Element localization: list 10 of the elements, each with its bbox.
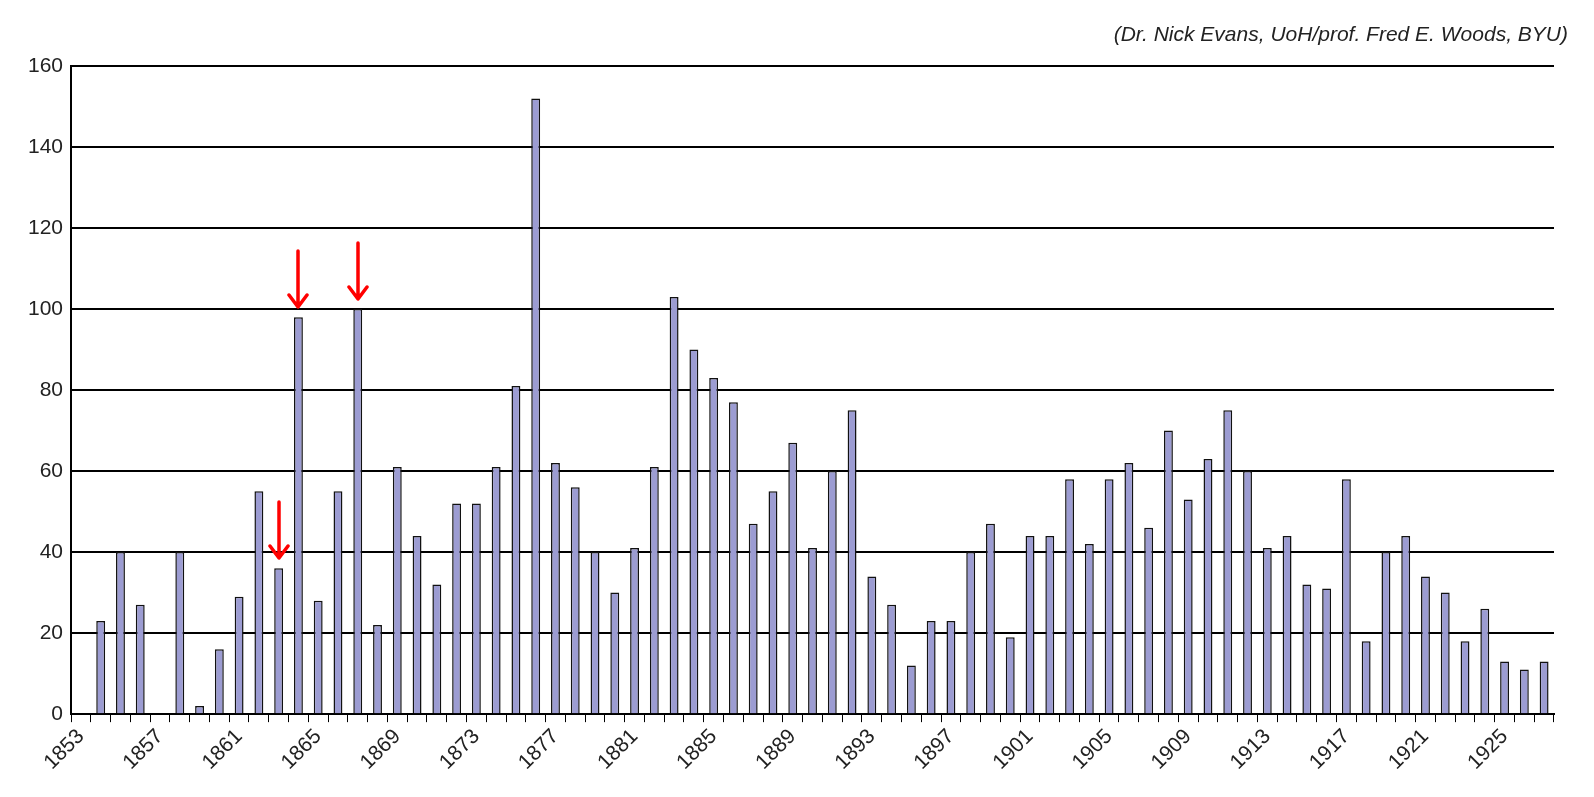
y-tick-label: 60 [39, 457, 64, 481]
text: (Dr. Nick Evans, UoH/prof. Fred E. Woods, BYU) [1113, 22, 1568, 46]
y-tick-label: 100 [27, 295, 64, 319]
y-tick-label: 160 [27, 52, 64, 76]
y-tick-label: 40 [39, 538, 64, 562]
y-tick-label: 120 [27, 214, 64, 238]
y-tick-label: 80 [39, 376, 64, 400]
y-tick-label: 140 [27, 133, 64, 157]
y-tick-label: 20 [39, 619, 64, 643]
y-tick-label: 0 [51, 700, 64, 724]
